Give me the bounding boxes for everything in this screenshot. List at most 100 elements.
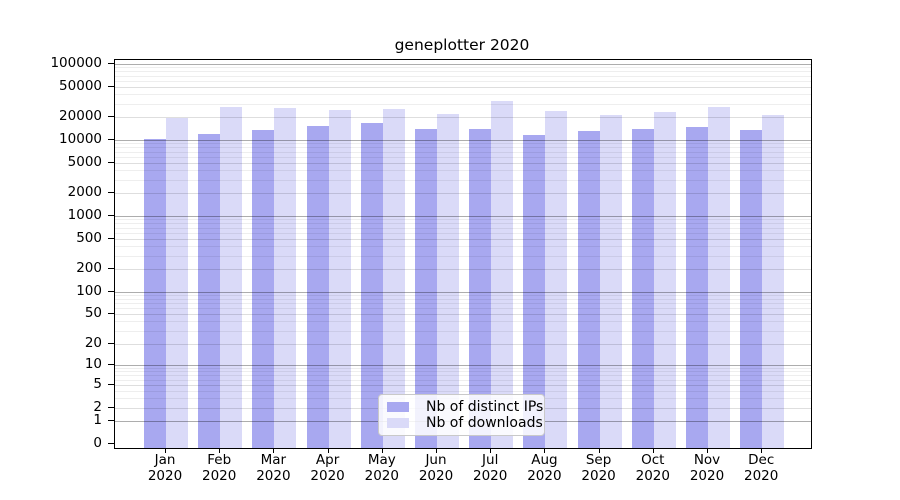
minor-gridline — [115, 67, 811, 69]
x-tick-label: Jun 2020 — [418, 452, 454, 484]
x-tick-mark — [273, 448, 275, 453]
x-tick-mark — [165, 448, 166, 453]
y-tick-label: 5 — [93, 375, 102, 392]
y-tick-label: 20000 — [59, 108, 102, 125]
x-tick-label: Oct 2020 — [635, 452, 670, 484]
minor-gridline — [115, 71, 811, 73]
bar-distinct-ips — [523, 135, 546, 448]
bar-distinct-ips — [469, 129, 492, 448]
legend-item: Nb of distinct IPs — [387, 399, 544, 415]
y-tick-mark — [108, 363, 114, 365]
y-tick-mark — [108, 290, 114, 292]
y-tick-mark — [108, 192, 114, 194]
y-tick-label: 20 — [84, 334, 102, 351]
x-tick-mark — [219, 448, 221, 453]
y-tick-label: 100000 — [50, 54, 102, 71]
y-tick-mark — [108, 383, 114, 385]
y-tick-label: 1 — [93, 412, 102, 429]
y-tick-mark — [108, 420, 114, 422]
y-tick-mark — [108, 313, 114, 315]
bar-downloads — [653, 111, 676, 448]
minor-gridline — [115, 80, 811, 82]
y-tick-label: 2000 — [67, 184, 102, 201]
y-tick-mark — [108, 214, 114, 216]
legend-label: Nb of downloads — [426, 415, 543, 431]
bar-downloads — [437, 114, 459, 448]
bar-downloads — [274, 108, 297, 448]
gridline — [115, 63, 811, 65]
x-tick-label: Apr 2020 — [310, 452, 345, 484]
y-tick-label: 10000 — [59, 130, 102, 147]
bar-distinct-ips — [360, 123, 383, 448]
bar-downloads — [599, 114, 622, 448]
bar-distinct-ips — [740, 129, 763, 448]
gridline — [115, 86, 811, 88]
y-tick-label: 2 — [93, 398, 102, 415]
x-tick-label: Jan 2020 — [147, 452, 183, 484]
minor-gridline — [115, 94, 811, 96]
y-tick-mark — [108, 138, 114, 140]
bar-downloads — [545, 111, 568, 448]
bar-downloads — [762, 115, 785, 448]
x-tick-mark — [707, 448, 708, 453]
x-tick-mark — [761, 448, 763, 453]
legend-item: Nb of downloads — [387, 415, 544, 431]
y-tick-mark — [108, 62, 114, 64]
y-tick-mark — [108, 116, 114, 118]
x-tick-mark — [490, 448, 492, 453]
x-tick-label: May 2020 — [364, 452, 399, 484]
y-tick-mark — [108, 267, 114, 269]
y-tick-label: 5000 — [67, 153, 102, 170]
bar-distinct-ips — [686, 126, 708, 448]
x-tick-label: Feb 2020 — [202, 452, 237, 484]
legend-label: Nb of distinct IPs — [426, 399, 544, 415]
x-tick-mark — [652, 448, 654, 453]
minor-gridline — [115, 75, 811, 77]
bar-distinct-ips — [306, 125, 329, 448]
bar-distinct-ips — [198, 133, 221, 448]
x-tick-mark — [436, 448, 437, 453]
y-tick-label: 50000 — [59, 77, 102, 94]
legend-swatch-icon — [387, 418, 409, 428]
y-tick-label: 0 — [93, 435, 102, 451]
bar-distinct-ips — [631, 128, 654, 448]
y-tick-label: 1000 — [67, 206, 102, 223]
legend-swatch-icon — [387, 402, 409, 412]
bar-downloads — [328, 109, 351, 448]
x-tick-mark — [381, 448, 383, 453]
y-tick-mark — [108, 161, 114, 163]
bar-downloads — [382, 109, 405, 448]
bar-downloads — [708, 107, 730, 448]
y-tick-mark — [108, 85, 114, 87]
x-tick-label: Dec 2020 — [744, 452, 779, 484]
plot-area — [114, 59, 812, 449]
bar-downloads — [491, 101, 514, 448]
y-tick-label: 10 — [84, 355, 102, 372]
legend: Nb of distinct IPs Nb of downloads — [378, 394, 545, 436]
bar-distinct-ips — [252, 129, 275, 448]
y-tick-label: 500 — [76, 229, 102, 246]
x-tick-mark — [327, 448, 329, 453]
y-tick-mark — [108, 237, 114, 239]
bar-downloads — [166, 117, 188, 448]
x-tick-label: Sep 2020 — [581, 452, 616, 484]
x-tick-label: Aug 2020 — [527, 452, 562, 484]
bar-downloads — [220, 107, 243, 448]
y-tick-label: 200 — [76, 259, 102, 276]
chart-title: geneplotter 2020 — [394, 36, 530, 54]
bar-distinct-ips — [577, 131, 600, 448]
x-tick-label: Nov 2020 — [689, 452, 725, 484]
y-tick-mark — [108, 443, 114, 444]
y-tick-label: 50 — [84, 305, 102, 322]
y-tick-mark — [108, 406, 114, 408]
y-tick-label: 100 — [76, 282, 102, 299]
minor-gridline — [115, 103, 811, 105]
x-tick-label: Mar 2020 — [256, 452, 291, 484]
y-tick-mark — [108, 342, 114, 344]
bar-distinct-ips — [415, 128, 437, 448]
x-tick-mark — [598, 448, 600, 453]
x-tick-label: Jul 2020 — [473, 452, 508, 484]
x-tick-mark — [544, 448, 546, 453]
bar-distinct-ips — [144, 139, 166, 448]
